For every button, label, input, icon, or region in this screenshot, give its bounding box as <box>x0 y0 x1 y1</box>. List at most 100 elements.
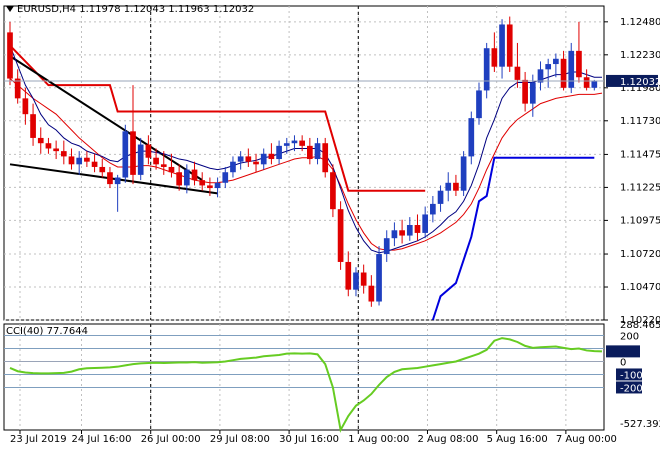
candle-body <box>283 143 290 146</box>
candle-body <box>506 24 513 67</box>
price-axis-label: 1.12230 <box>620 50 660 61</box>
candle-body <box>330 172 336 210</box>
candle-body <box>37 137 44 144</box>
blue-level-line <box>431 156 595 321</box>
candle-body <box>130 131 136 175</box>
candle-body <box>60 151 67 157</box>
candle-body <box>76 157 83 165</box>
candle-body <box>199 180 206 186</box>
candle-body <box>353 272 359 290</box>
candle-body <box>145 144 152 158</box>
current-price-tag <box>606 74 658 87</box>
open-value: 1.11978 <box>79 4 121 15</box>
price-axis-label: 1.12480 <box>620 17 660 28</box>
candle-body <box>253 161 259 165</box>
cci-panel-frame <box>3 323 605 431</box>
symbol-label: EURUSD,H4 <box>17 4 77 15</box>
candle-body <box>414 225 421 233</box>
time-axis-label: 26 Jul 00:00 <box>141 434 201 445</box>
candle-body <box>322 143 329 173</box>
candle-body <box>45 143 52 149</box>
price-axis-label: 1.11980 <box>620 83 660 94</box>
candle-body <box>237 156 244 162</box>
dropdown-triangle-icon[interactable] <box>6 6 14 12</box>
candle-body <box>207 185 213 189</box>
candle-body <box>84 157 90 162</box>
candle-body <box>560 58 567 88</box>
candle-body <box>260 153 267 165</box>
close-value: 1.12032 <box>212 4 255 15</box>
candle-body <box>214 182 221 189</box>
time-axis-label: 2 Aug 08:00 <box>417 434 478 445</box>
cci-value-tag <box>606 345 640 358</box>
candle-body <box>153 157 159 165</box>
candle-body <box>14 78 21 99</box>
cci-axis-label: 200 <box>620 331 639 342</box>
time-axis-label: 7 Aug 00:00 <box>556 434 617 445</box>
candle-body <box>383 238 390 255</box>
price-axis-label: 1.11225 <box>620 182 660 193</box>
candle-body <box>545 64 552 70</box>
candle-body <box>30 114 36 138</box>
price-axis-label: 1.11730 <box>620 116 660 127</box>
low-value: 1.11963 <box>168 4 210 15</box>
candle-body <box>522 79 528 104</box>
red-range-line <box>9 44 426 192</box>
candle-body <box>514 66 521 80</box>
candle-body <box>137 144 144 175</box>
candle-body <box>430 203 436 215</box>
candle-body <box>553 58 559 65</box>
current-price-label: 1.12032 <box>620 77 660 88</box>
candle-body <box>345 261 352 290</box>
candle-body <box>68 156 75 165</box>
candle-body <box>307 145 313 160</box>
cci-header: CCI(40) 77.7644 <box>6 326 88 337</box>
candle-body <box>368 285 375 302</box>
cci-level-tag <box>616 381 642 394</box>
candle-body <box>122 131 129 178</box>
cci-level-tag <box>616 368 642 381</box>
candle-body <box>176 172 182 186</box>
price-axis-label: 1.10720 <box>620 249 660 260</box>
candle-body <box>276 145 282 160</box>
candle-body <box>222 172 229 183</box>
cci-current-value: 77.7644 <box>46 326 88 337</box>
candle-body <box>291 140 298 144</box>
chart-header: EURUSD,H4 1.11978 1.12043 1.11963 1.1203… <box>6 4 254 15</box>
candle-body <box>491 48 498 67</box>
candle-body <box>191 169 198 181</box>
candle-body <box>476 90 482 119</box>
candle-body <box>314 143 321 160</box>
time-axis-label: 1 Aug 00:00 <box>348 434 409 445</box>
cci-label: CCI(40) <box>6 326 44 337</box>
candle-body <box>91 161 98 167</box>
candle-body <box>337 209 344 262</box>
candle-body <box>230 161 236 173</box>
time-axis-label: 29 Jul 08:00 <box>210 434 270 445</box>
ma-slow-line <box>9 78 603 251</box>
candle-body <box>591 81 598 88</box>
high-value: 1.12043 <box>123 4 166 15</box>
candle-body <box>422 214 429 233</box>
lower-trendline <box>9 163 218 195</box>
candle-body <box>360 272 367 286</box>
candle-body <box>453 182 459 191</box>
time-axis-label: 24 Jul 16:00 <box>72 434 132 445</box>
candle-body <box>299 140 305 146</box>
cci-axis-label: -100 <box>620 370 643 381</box>
candle-body <box>483 48 490 91</box>
candle-body <box>445 182 452 191</box>
cci-axis-label: -200 <box>620 383 643 394</box>
cci-axis-label: 288.4654 <box>620 320 660 331</box>
candle-body <box>268 153 275 160</box>
price-axis-label: 1.10220 <box>620 315 660 326</box>
candle-body <box>468 118 475 157</box>
candle-body <box>499 24 505 67</box>
candle-body <box>537 69 544 83</box>
price-axis-label: 1.11475 <box>620 149 660 160</box>
price-axis-label: 1.10975 <box>620 215 660 226</box>
ma-fast-line <box>9 45 602 254</box>
candle-body <box>391 230 398 239</box>
candle-body <box>568 50 575 88</box>
